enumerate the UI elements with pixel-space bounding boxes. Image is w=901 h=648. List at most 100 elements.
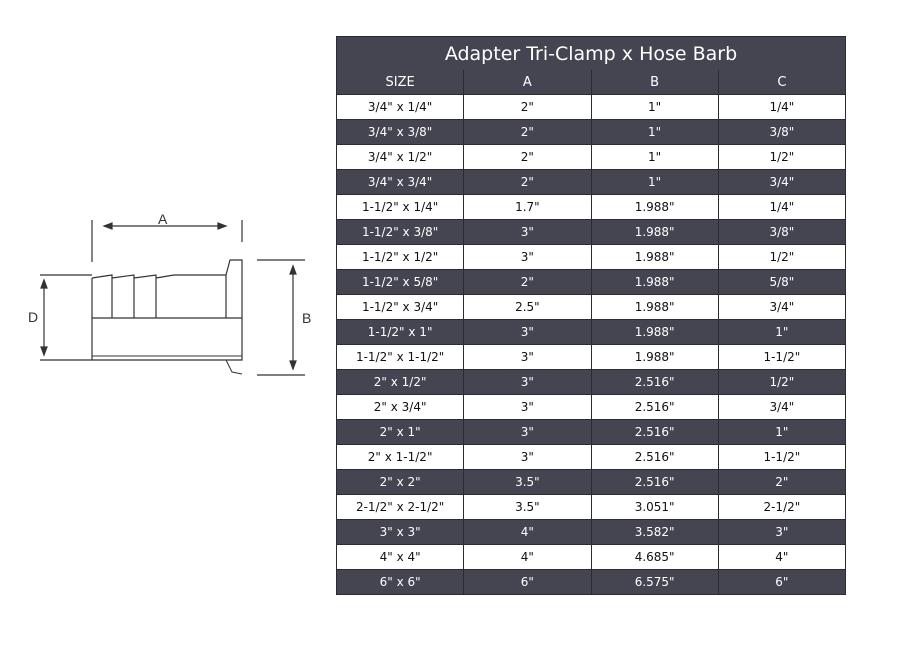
cell-size: 3/4" x 3/4" <box>335 169 465 195</box>
cell-size: 1-1/2" x 1/2" <box>335 244 465 270</box>
cell-c: 1/2" <box>717 244 847 270</box>
header-row: SIZE A B C <box>335 70 847 95</box>
cell-a: 3.5" <box>463 494 592 520</box>
cell-b: 1.988" <box>590 194 719 220</box>
table-row: 2-1/2" x 2-1/2" 3.5" 3.051" 2-1/2" <box>335 494 847 520</box>
table-row: 1-1/2" x 1" 3" 1.988" 1" <box>335 319 847 345</box>
cell-b: 1" <box>590 144 719 170</box>
cell-b: 1" <box>590 119 719 145</box>
cell-a: 3" <box>463 394 592 420</box>
cell-size: 1-1/2" x 1" <box>335 319 465 345</box>
hose-barb-dimension-drawing: A D B <box>28 211 311 376</box>
cell-a: 2" <box>463 144 592 170</box>
cell-c: 2" <box>717 469 847 495</box>
table-row: 3/4" x 1/2" 2" 1" 1/2" <box>335 144 847 170</box>
cell-a: 3" <box>463 419 592 445</box>
table-row: 2" x 1/2" 3" 2.516" 1/2" <box>335 369 847 395</box>
cell-size: 3/4" x 3/8" <box>335 119 465 145</box>
cell-a: 3" <box>463 344 592 370</box>
label-d: D <box>28 309 38 325</box>
cell-a: 4" <box>463 519 592 545</box>
table-row: 3/4" x 3/8" 2" 1" 3/8" <box>335 119 847 145</box>
cell-a: 1.7" <box>463 194 592 220</box>
cell-b: 2.516" <box>590 394 719 420</box>
cell-b: 3.582" <box>590 519 719 545</box>
cell-c: 6" <box>717 569 847 595</box>
cell-a: 3" <box>463 444 592 470</box>
cell-c: 1/4" <box>717 194 847 220</box>
cell-c: 3/8" <box>717 219 847 245</box>
cell-c: 1" <box>717 319 847 345</box>
cell-c: 3/8" <box>717 119 847 145</box>
cell-a: 3" <box>463 219 592 245</box>
cell-size: 3/4" x 1/4" <box>335 94 465 120</box>
cell-c: 1/2" <box>717 369 847 395</box>
table-row: 3/4" x 1/4" 2" 1" 1/4" <box>335 94 847 120</box>
table-row: 1-1/2" x 5/8" 2" 1.988" 5/8" <box>335 269 847 295</box>
cell-size: 2" x 1-1/2" <box>335 444 465 470</box>
table-row: 2" x 1-1/2" 3" 2.516" 1-1/2" <box>335 444 847 470</box>
cell-b: 2.516" <box>590 444 719 470</box>
table-row: 1-1/2" x 3/4" 2.5" 1.988" 3/4" <box>335 294 847 320</box>
table-row: 2" x 3/4" 3" 2.516" 3/4" <box>335 394 847 420</box>
cell-a: 2" <box>463 269 592 295</box>
table-title: Adapter Tri-Clamp x Hose Barb <box>336 36 846 70</box>
header-a: A <box>463 70 592 95</box>
cell-a: 3" <box>463 319 592 345</box>
cell-c: 3/4" <box>717 294 847 320</box>
cell-b: 1.988" <box>590 344 719 370</box>
table-row: 1-1/2" x 1/4" 1.7" 1.988" 1/4" <box>335 194 847 220</box>
cell-b: 1.988" <box>590 219 719 245</box>
cell-c: 5/8" <box>717 269 847 295</box>
table-row: 1-1/2" x 1/2" 3" 1.988" 1/2" <box>335 244 847 270</box>
cell-size: 1-1/2" x 3/8" <box>335 219 465 245</box>
table-row: 6" x 6" 6" 6.575" 6" <box>335 569 847 595</box>
cell-b: 1.988" <box>590 244 719 270</box>
cell-size: 6" x 6" <box>335 569 465 595</box>
cell-c: 1" <box>717 419 847 445</box>
cell-size: 2-1/2" x 2-1/2" <box>335 494 465 520</box>
cell-c: 3" <box>717 519 847 545</box>
cell-b: 1" <box>590 94 719 120</box>
cell-c: 2-1/2" <box>717 494 847 520</box>
cell-size: 1-1/2" x 1/4" <box>335 194 465 220</box>
table-row: 3/4" x 3/4" 2" 1" 3/4" <box>335 169 847 195</box>
cell-a: 3" <box>463 244 592 270</box>
cell-size: 2" x 1" <box>335 419 465 445</box>
cell-size: 1-1/2" x 3/4" <box>335 294 465 320</box>
cell-b: 2.516" <box>590 469 719 495</box>
cell-b: 6.575" <box>590 569 719 595</box>
cell-size: 4" x 4" <box>335 544 465 570</box>
cell-a: 2" <box>463 169 592 195</box>
cell-a: 2.5" <box>463 294 592 320</box>
adapter-spec-table: Adapter Tri-Clamp x Hose Barb SIZE A B C… <box>335 36 847 595</box>
cell-size: 1-1/2" x 1-1/2" <box>335 344 465 370</box>
cell-a: 2" <box>463 94 592 120</box>
cell-b: 1.988" <box>590 269 719 295</box>
label-a: A <box>158 211 168 227</box>
cell-size: 3/4" x 1/2" <box>335 144 465 170</box>
table-row: 2" x 1" 3" 2.516" 1" <box>335 419 847 445</box>
cell-b: 1.988" <box>590 294 719 320</box>
table-row: 1-1/2" x 1-1/2" 3" 1.988" 1-1/2" <box>335 344 847 370</box>
cell-size: 1-1/2" x 5/8" <box>335 269 465 295</box>
cell-size: 2" x 2" <box>335 469 465 495</box>
cell-a: 4" <box>463 544 592 570</box>
table-row: 3" x 3" 4" 3.582" 3" <box>335 519 847 545</box>
cell-c: 3/4" <box>717 169 847 195</box>
cell-b: 1" <box>590 169 719 195</box>
cell-c: 1/4" <box>717 94 847 120</box>
cell-c: 3/4" <box>717 394 847 420</box>
label-b: B <box>302 310 311 326</box>
cell-b: 2.516" <box>590 419 719 445</box>
cell-c: 1-1/2" <box>717 344 847 370</box>
header-c: C <box>717 70 847 95</box>
cell-c: 1/2" <box>717 144 847 170</box>
table-row: 1-1/2" x 3/8" 3" 1.988" 3/8" <box>335 219 847 245</box>
cell-a: 3" <box>463 369 592 395</box>
hose-barb-body <box>91 259 243 361</box>
cell-a: 2" <box>463 119 592 145</box>
cell-b: 4.685" <box>590 544 719 570</box>
cell-b: 3.051" <box>590 494 719 520</box>
header-b: B <box>590 70 719 95</box>
